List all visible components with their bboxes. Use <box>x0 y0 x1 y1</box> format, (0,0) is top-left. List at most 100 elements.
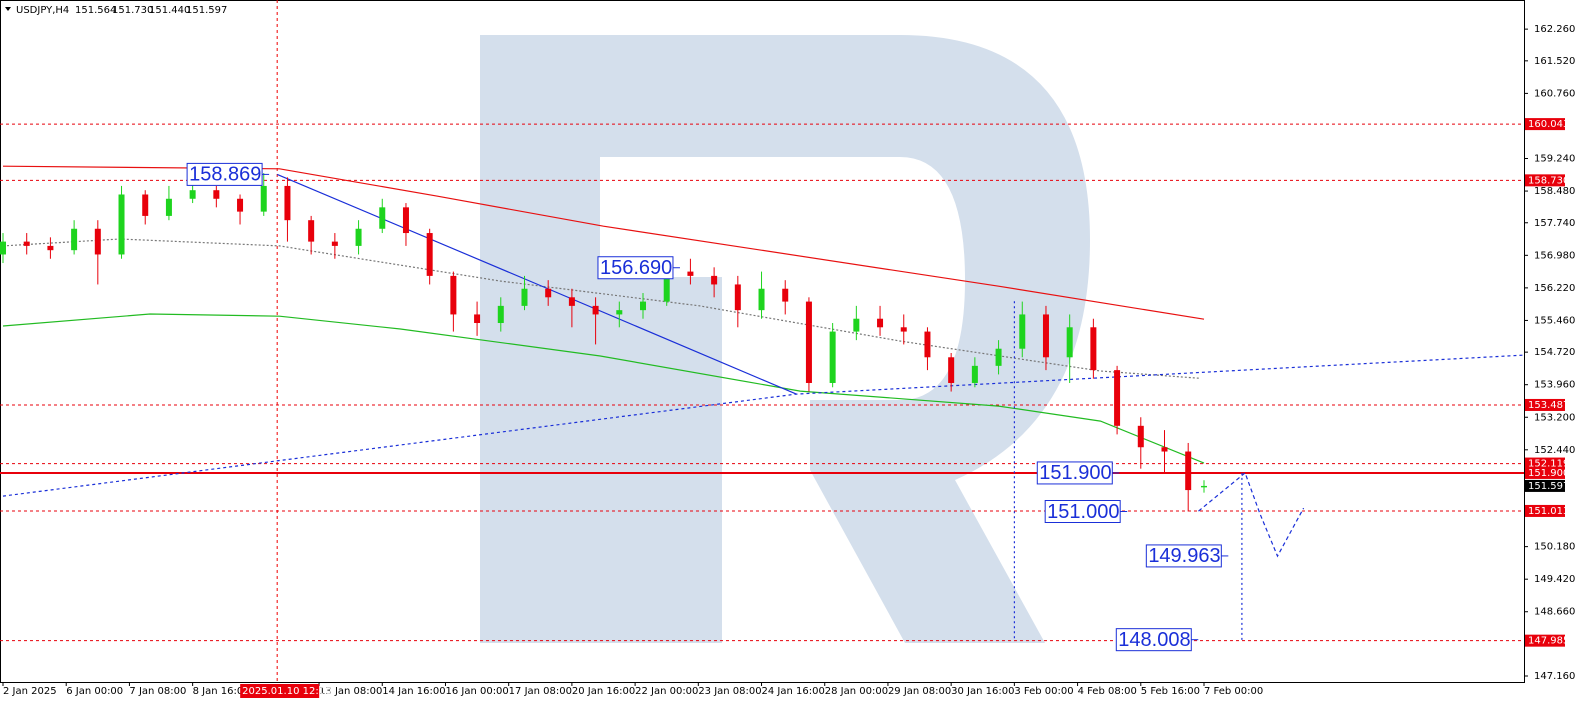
candle-body <box>829 331 836 383</box>
candle-body <box>805 301 812 383</box>
x-tick-label: 8 Jan 16:00 <box>193 686 250 697</box>
x-tick-label: 23 Jan 08:00 <box>698 686 761 697</box>
quote-value: 151.564 <box>75 5 116 16</box>
quote-value: 151.597 <box>186 5 227 16</box>
candle-body <box>402 207 409 234</box>
candle-body <box>568 297 575 306</box>
y-tick-label: 149.420 <box>1534 574 1575 585</box>
current-price-label: 151.597 <box>1528 481 1569 492</box>
candle-body <box>308 220 315 242</box>
candle-body <box>1185 451 1192 491</box>
y-tick-label: 161.520 <box>1534 56 1575 67</box>
x-tick-label: 2 Jan 2025 <box>3 686 57 697</box>
y-tick-label: 148.660 <box>1534 607 1575 618</box>
level-label: 152.119 <box>1528 459 1569 470</box>
symbol: USDJPY,H4 <box>16 5 69 16</box>
x-tick-label: 7 Jan 08:00 <box>129 686 186 697</box>
candle-body <box>1161 447 1168 452</box>
candle-body <box>853 318 860 332</box>
candle-body <box>1137 425 1144 448</box>
quote-value: 151.440 <box>149 5 190 16</box>
candle-body <box>1019 314 1026 349</box>
y-tick-label: 156.220 <box>1534 283 1575 294</box>
annotation-label: 158.869 <box>189 164 261 186</box>
menu-arrow <box>5 7 11 11</box>
y-tick-label: 159.240 <box>1534 154 1575 165</box>
candle-body <box>379 207 386 229</box>
indicator-line <box>2 238 1201 379</box>
candle-body <box>948 357 955 383</box>
level-label: 158.730 <box>1528 175 1569 186</box>
indicator-line <box>2 354 1525 497</box>
x-tick-label: 6 Jan 00:00 <box>66 686 123 697</box>
candle-body <box>118 194 125 255</box>
candle-body <box>474 314 481 324</box>
candle-body <box>663 271 670 302</box>
candle-body <box>924 331 931 358</box>
candle-body <box>1066 327 1073 358</box>
candle-body <box>0 241 7 255</box>
candle-body <box>450 275 457 315</box>
candle-body <box>1042 314 1049 358</box>
y-tick-label: 147.160 <box>1534 671 1575 682</box>
candle-body <box>687 271 694 276</box>
watermark <box>480 35 1090 643</box>
y-tick-label: 155.460 <box>1534 315 1575 326</box>
candle-body <box>900 327 907 332</box>
annotation-label: 149.963 <box>1148 545 1220 567</box>
candle-body <box>237 198 244 212</box>
y-tick-label: 152.440 <box>1534 445 1575 456</box>
candle-body <box>877 318 884 328</box>
level-label-bg <box>1525 398 1565 411</box>
candle-body <box>213 190 220 199</box>
y-tick-label: 153.200 <box>1534 412 1575 423</box>
x-tick-label: 30 Jan 16:00 <box>951 686 1014 697</box>
level-label-bg <box>1525 466 1565 479</box>
x-tick-label: 3 Feb 00:00 <box>1014 686 1073 697</box>
candle-body <box>284 185 291 221</box>
annotation-label: 156.690 <box>600 257 672 279</box>
level-label: 147.985 <box>1528 636 1569 647</box>
y-tick-label: 156.980 <box>1534 250 1575 261</box>
level-label-bg <box>1525 118 1565 131</box>
x-tick-label: 5 Feb 16:00 <box>1141 686 1200 697</box>
level-label: 151.900 <box>1528 468 1569 479</box>
candle-body <box>616 310 623 315</box>
candle-body <box>1200 485 1207 488</box>
candle-body <box>142 194 149 216</box>
candle-body <box>734 284 741 311</box>
x-tick-label: 16 Jan 00:00 <box>445 686 508 697</box>
x-tick-label: 24 Jan 16:00 <box>762 686 825 697</box>
x-tick-label: 20 Jan 16:00 <box>572 686 635 697</box>
y-tick-label: 158.480 <box>1534 186 1575 197</box>
y-tick-label: 154.720 <box>1534 347 1575 358</box>
y-tick-label: 157.740 <box>1534 218 1575 229</box>
candle-body <box>995 348 1002 366</box>
candle-body <box>545 288 552 298</box>
x-tick-label: 7 Feb 00:00 <box>1204 686 1263 697</box>
candle-body <box>497 305 504 324</box>
current-price-bg <box>1525 479 1565 492</box>
candle-body <box>1114 370 1121 426</box>
crosshair-label: 2025.01.10 12:00 <box>242 686 331 697</box>
candle-body <box>165 198 172 216</box>
y-tick-label: 162.260 <box>1534 24 1575 35</box>
candle-body <box>640 301 647 311</box>
level-label: 160.043 <box>1528 119 1569 130</box>
level-label: 151.013 <box>1528 506 1569 517</box>
candle-body <box>782 288 789 302</box>
y-tick-label: 160.760 <box>1534 88 1575 99</box>
level-label-bg <box>1525 457 1565 470</box>
candle-body <box>521 288 528 306</box>
x-tick-label: 28 Jan 00:00 <box>825 686 888 697</box>
candle-body <box>711 275 718 285</box>
candle-body <box>355 228 362 246</box>
annotation-label: 151.000 <box>1047 501 1119 523</box>
candle-body <box>94 228 101 255</box>
annotation-label: 148.008 <box>1118 629 1190 651</box>
indicator-line <box>2 313 1205 464</box>
indicator-line <box>276 173 797 395</box>
plot: 158.869 156.690 151.900 151.000 149.963 148.0… <box>0 0 1525 682</box>
candle-body <box>23 241 30 246</box>
